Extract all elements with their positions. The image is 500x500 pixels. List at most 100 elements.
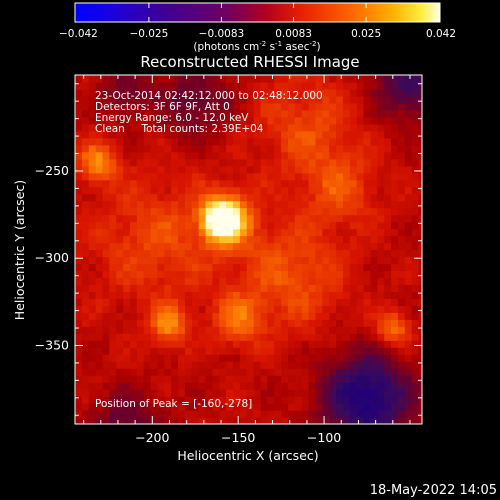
heatmap-cell	[308, 291, 317, 299]
heatmap-cell	[81, 333, 90, 341]
heatmap-cell	[301, 396, 310, 404]
heatmap-cell	[363, 270, 372, 279]
heatmap-cell	[129, 137, 138, 146]
heatmap-cell	[274, 109, 282, 118]
heatmap-cell	[129, 340, 138, 348]
heatmap-cell	[336, 417, 344, 424]
heatmap-cell	[233, 81, 241, 90]
heatmap-cell	[404, 263, 413, 272]
heatmap-cell	[88, 109, 97, 118]
heatmap-cell	[404, 102, 413, 111]
heatmap-cell	[116, 137, 124, 146]
heatmap-cell	[157, 137, 165, 146]
heatmap-cell	[164, 270, 172, 279]
heatmap-cell	[349, 277, 358, 285]
heatmap-cell	[164, 368, 172, 376]
heatmap-cell	[171, 382, 179, 390]
heatmap-cell	[164, 256, 172, 265]
heatmap-cell	[288, 382, 296, 390]
heatmap-cell	[315, 235, 323, 244]
heatmap-cell	[377, 81, 385, 90]
heatmap-cell	[75, 200, 83, 209]
heatmap-cell	[95, 312, 104, 320]
heatmap-cell	[274, 221, 282, 230]
heatmap-cell	[384, 256, 392, 265]
heatmap-cell	[288, 375, 296, 383]
heatmap-cell	[239, 410, 248, 418]
heatmap-cell	[294, 284, 303, 292]
heatmap-cell	[164, 123, 172, 132]
heatmap-cell	[377, 172, 385, 181]
heatmap-cell	[239, 172, 248, 181]
heatmap-cell	[391, 312, 399, 320]
heatmap-cell	[123, 347, 131, 355]
heatmap-cell	[315, 109, 323, 118]
heatmap-cell	[418, 88, 422, 97]
heatmap-cell	[164, 102, 172, 111]
heatmap-cell	[377, 116, 385, 125]
heatmap-cell	[129, 207, 138, 216]
heatmap-cell	[157, 312, 165, 320]
colorbar	[75, 3, 440, 22]
heatmap-cell	[226, 95, 234, 104]
heatmap-cell	[164, 109, 172, 118]
heatmap-cell	[116, 270, 124, 279]
heatmap-cell	[294, 200, 303, 209]
heatmap-cell	[356, 228, 365, 237]
heatmap-cell	[349, 221, 358, 230]
heatmap-cell	[391, 123, 399, 132]
heatmap-cell	[212, 277, 220, 285]
heatmap-cell	[267, 172, 275, 181]
heatmap-cell	[178, 242, 186, 251]
heatmap-cell	[274, 389, 282, 397]
heatmap-cell	[315, 256, 323, 265]
heatmap-cell	[349, 389, 358, 397]
heatmap-cell	[205, 368, 214, 376]
heatmap-cell	[75, 172, 83, 181]
heatmap-cell	[88, 396, 97, 404]
heatmap-cell	[116, 291, 124, 299]
heatmap-cell	[294, 235, 303, 244]
heatmap-cell	[239, 186, 248, 195]
heatmap-cell	[315, 354, 323, 362]
heatmap-cell	[418, 396, 422, 404]
heatmap-cell	[123, 207, 131, 216]
colorbar-tick-label: −0.025	[129, 28, 168, 40]
heatmap-cell	[102, 75, 110, 83]
heatmap-cell	[226, 389, 234, 397]
heatmap-cell	[260, 354, 268, 362]
heatmap-cell	[411, 256, 420, 265]
heatmap-cell	[143, 200, 152, 209]
heatmap-cell	[184, 403, 193, 411]
heatmap-cell	[370, 417, 378, 424]
heatmap-cell	[205, 75, 214, 83]
heatmap-cell	[294, 368, 303, 376]
heatmap-cell	[315, 130, 323, 139]
heatmap-cell	[143, 277, 152, 285]
heatmap-cell	[143, 193, 152, 202]
heatmap-cell	[191, 312, 200, 320]
heatmap-cell	[246, 298, 255, 306]
heatmap-cell	[116, 207, 124, 216]
heatmap-cell	[205, 81, 214, 90]
heatmap-cell	[191, 347, 200, 355]
heatmap-cell	[301, 130, 310, 139]
heatmap-cell	[418, 242, 422, 251]
heatmap-cell	[191, 144, 200, 153]
heatmap-cell	[178, 375, 186, 383]
heatmap-cell	[260, 333, 268, 341]
heatmap-cell	[246, 389, 255, 397]
heatmap-cell	[301, 95, 310, 104]
heatmap-cell	[116, 228, 124, 237]
heatmap-cell	[384, 312, 392, 320]
heatmap-cell	[411, 375, 420, 383]
heatmap-cell	[129, 88, 138, 97]
heatmap-cell	[267, 263, 275, 272]
heatmap-cell	[294, 410, 303, 418]
heatmap-cell	[75, 102, 83, 111]
heatmap-cell	[143, 375, 152, 383]
heatmap-cell	[363, 228, 372, 237]
heatmap-cell	[136, 263, 145, 272]
heatmap-cell	[95, 291, 104, 299]
heatmap-cell	[267, 165, 275, 174]
